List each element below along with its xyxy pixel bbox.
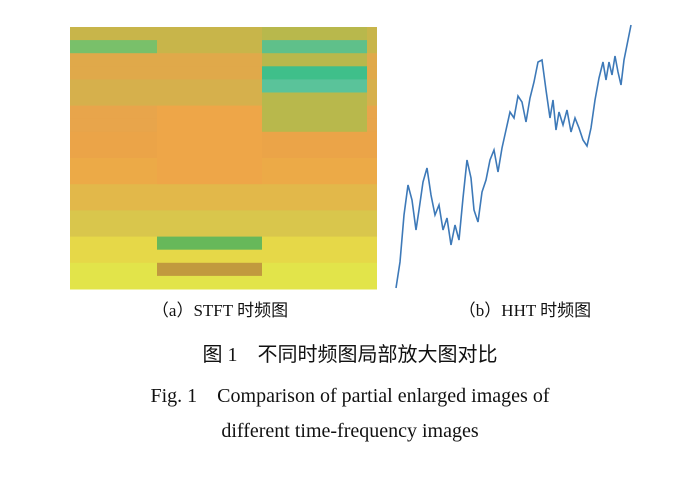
heat-cell — [157, 131, 262, 146]
heat-cell — [157, 105, 262, 120]
heat-cell — [70, 275, 157, 290]
heat-cell — [70, 184, 157, 198]
heat-cell — [367, 210, 377, 224]
heat-cell — [262, 40, 367, 54]
heat-cell — [70, 236, 157, 251]
heat-cell — [367, 27, 377, 41]
heat-cell — [367, 131, 377, 146]
heat-cell — [70, 249, 157, 264]
heat-cell — [70, 262, 157, 277]
heat-cell — [157, 53, 262, 67]
heat-cell — [157, 79, 262, 93]
heat-cell — [367, 158, 377, 172]
heat-cell — [367, 66, 377, 80]
heat-cell — [157, 27, 262, 41]
heat-cell — [367, 184, 377, 198]
heat-cell — [262, 53, 367, 67]
heat-cell — [367, 249, 377, 264]
figure-images — [70, 24, 632, 290]
heat-cell — [70, 40, 157, 54]
subcaption: （b）HHT 时频图 — [458, 301, 592, 320]
heat-cell — [262, 184, 367, 198]
heat-cell — [70, 144, 157, 159]
heat-cell — [262, 118, 367, 133]
heat-cell — [70, 223, 157, 238]
heat-cell — [262, 210, 367, 224]
heat-cell — [367, 197, 377, 211]
heat-cell — [262, 144, 367, 159]
heat-cell — [70, 158, 157, 172]
heat-cell — [367, 105, 377, 120]
heat-cell — [262, 275, 367, 290]
heat-cell — [70, 27, 157, 41]
heat-cell — [262, 262, 367, 277]
heat-cell — [367, 275, 377, 290]
stft-heatmap — [70, 27, 377, 290]
caption-en: Fig. 1 Comparison of partial enlarged im… — [150, 385, 550, 407]
hht-curve — [395, 24, 632, 289]
heat-cell — [262, 105, 367, 120]
heat-cell — [70, 92, 157, 107]
heat-cell — [70, 79, 157, 93]
heat-cell — [367, 144, 377, 159]
heat-cell — [367, 223, 377, 238]
heat-cell — [157, 223, 262, 238]
heat-cell — [70, 105, 157, 120]
heat-cell — [157, 40, 262, 54]
heat-cell — [367, 53, 377, 67]
caption-en: different time-frequency images — [221, 420, 479, 442]
heat-cell — [157, 171, 262, 185]
heat-cell — [157, 197, 262, 211]
heat-cell — [157, 118, 262, 133]
heat-cell — [262, 131, 367, 146]
heat-cell — [157, 144, 262, 159]
heat-cell — [262, 249, 367, 264]
heat-cell — [157, 92, 262, 107]
heat-cell — [262, 236, 367, 251]
heat-cell — [367, 236, 377, 251]
heat-cell — [262, 79, 367, 93]
heat-cell — [367, 40, 377, 54]
heat-cell — [70, 197, 157, 211]
heat-cell — [262, 197, 367, 211]
heat-cell — [367, 262, 377, 277]
heat-cell — [70, 53, 157, 67]
heat-cell — [70, 66, 157, 80]
heat-cell — [262, 158, 367, 172]
caption-zh: 图 1 不同时频图局部放大图对比 — [202, 344, 498, 366]
heat-cell — [157, 249, 262, 264]
heat-cell — [157, 210, 262, 224]
heat-cell — [157, 262, 262, 277]
heat-cell — [70, 171, 157, 185]
heat-cell — [70, 131, 157, 146]
subcaption: （a）STFT 时频图 — [151, 301, 289, 320]
heat-cell — [367, 171, 377, 185]
heat-cell — [262, 223, 367, 238]
heat-cell — [367, 118, 377, 133]
heat-cell — [157, 158, 262, 172]
heat-cell — [367, 79, 377, 93]
heat-cell — [70, 210, 157, 224]
heat-cell — [157, 236, 262, 251]
heat-cell — [262, 66, 367, 80]
heat-cell — [367, 92, 377, 107]
heat-cell — [157, 275, 262, 290]
heat-cell — [157, 66, 262, 80]
heat-cell — [157, 184, 262, 198]
heat-cell — [262, 171, 367, 185]
heat-cell — [262, 27, 367, 41]
heat-cell — [70, 118, 157, 133]
heat-cell — [262, 92, 367, 107]
